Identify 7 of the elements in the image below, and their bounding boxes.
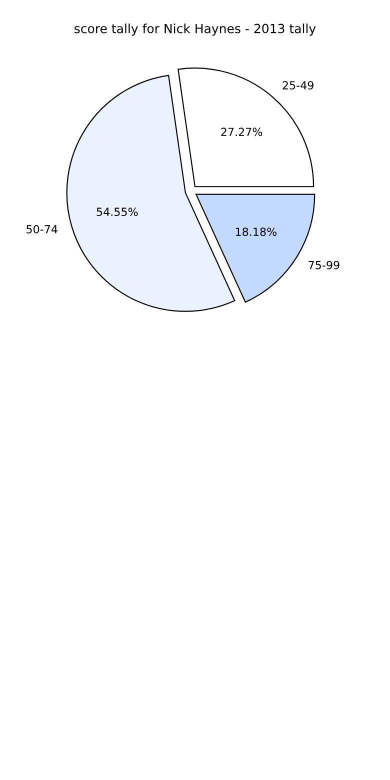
- slice-label: 25-49: [282, 81, 314, 90]
- data-label: 27.27%: [221, 128, 262, 136]
- slice-label: 75-99: [308, 260, 340, 270]
- slice-label: 50-74: [26, 224, 58, 234]
- data-label: 54.55%: [96, 208, 138, 216]
- data-label: 18.18%: [236, 228, 277, 236]
- chart-title: score tally for Nick Haynes - 2013 tally: [74, 24, 316, 36]
